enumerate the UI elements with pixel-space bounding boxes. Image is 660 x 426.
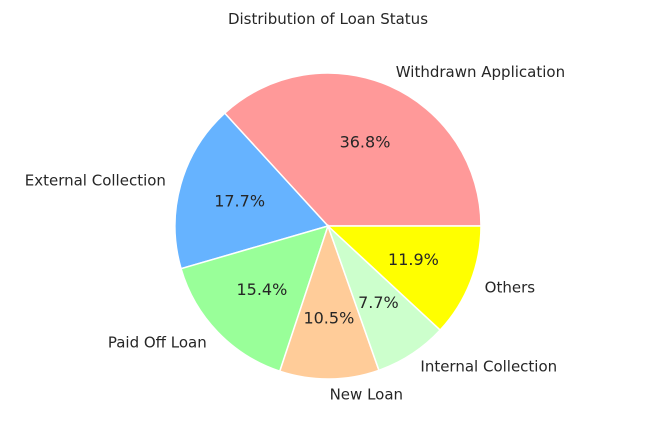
pie-category-label-external-collection: External Collection: [25, 172, 166, 190]
pie-category-label-new-loan: New Loan: [330, 385, 403, 403]
pie-percent-label-external-collection: 17.7%: [214, 192, 265, 211]
pie-percent-label-others: 11.9%: [388, 250, 439, 269]
pie-category-label-internal-collection: Internal Collection: [420, 358, 557, 376]
pie-slice-new-loan: [278, 223, 380, 380]
pie-category-label-paid-off-loan: Paid Off Loan: [108, 334, 207, 352]
pie-percent-label-internal-collection: 7.7%: [358, 293, 399, 312]
pie-slices: [174, 72, 482, 380]
pie-slice-external-collection: [174, 112, 330, 270]
pie-category-labels: Withdrawn Application External Collection…: [25, 63, 565, 403]
pie-slice-others: [326, 225, 482, 332]
pie-category-label-others: Others: [485, 278, 536, 296]
pie-percent-label-withdrawn-application: 36.8%: [340, 132, 391, 151]
pie-percent-labels: 36.8% 17.7% 15.4% 10.5%7.7% 11.9%: [214, 132, 439, 327]
pie-percent-label-new-loan: 10.5%: [303, 308, 354, 327]
pie-slice-withdrawn-application: [223, 72, 482, 227]
pie-category-label-withdrawn-application: Withdrawn Application: [396, 63, 565, 81]
chart-title: Distribution of Loan Status: [228, 10, 428, 28]
pie-percent-label-paid-off-loan: 15.4%: [236, 280, 287, 299]
